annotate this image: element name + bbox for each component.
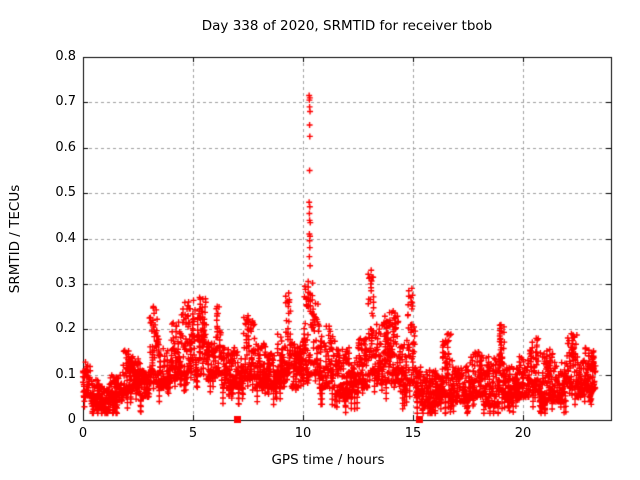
y-tick-label: 0.7 [55,94,76,110]
x-axis-label: GPS time / hours [271,452,385,468]
y-tick-label: 0.3 [55,275,76,291]
y-tick-label: 0 [67,412,76,427]
x-tick-label: 15 [404,426,422,441]
y-axis-label: SRMTID / TECUs [7,184,23,294]
y-tick-label: 0.1 [55,366,76,382]
x-tick-label: 10 [294,426,312,441]
y-tick-label: 0.8 [55,49,76,64]
y-tick-label: 0.4 [55,230,76,246]
chart-title: Day 338 of 2020, SRMTID for receiver tbo… [201,18,493,34]
y-tick-label: 0.5 [55,185,76,201]
y-tick-label: 0.6 [55,139,76,155]
y-tick-label: 0.2 [55,321,76,337]
x-tick-label: 20 [514,426,532,441]
x-tick-label: 5 [188,426,198,441]
x-tick-label: 0 [78,426,88,441]
